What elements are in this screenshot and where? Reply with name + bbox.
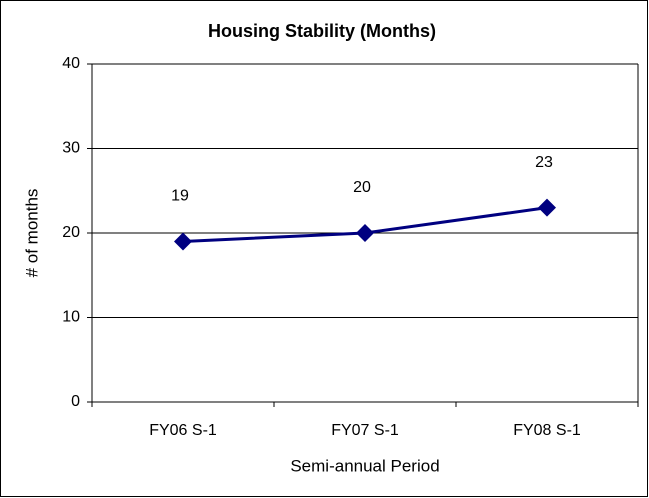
y-tick-label: 0 <box>71 393 80 410</box>
y-tick-label: 10 <box>62 309 80 326</box>
marker <box>538 198 556 217</box>
chart-title: Housing Stability (Months) <box>208 21 436 41</box>
y-tick-label: 20 <box>62 224 80 241</box>
y-tick-label: 30 <box>62 140 80 157</box>
x-tick-label: FY07 S-1 <box>331 422 399 439</box>
y-tick-label: 40 <box>62 55 80 72</box>
marker <box>174 232 192 251</box>
data-label: 19 <box>171 188 189 205</box>
y-axis-title: # of months <box>22 189 41 278</box>
x-tick-label: FY08 S-1 <box>513 422 581 439</box>
data-label: 23 <box>535 154 553 171</box>
data-label: 20 <box>353 179 371 196</box>
x-tick-label: FY06 S-1 <box>149 422 217 439</box>
x-axis-title: Semi-annual Period <box>290 456 439 475</box>
marker <box>356 224 374 242</box>
